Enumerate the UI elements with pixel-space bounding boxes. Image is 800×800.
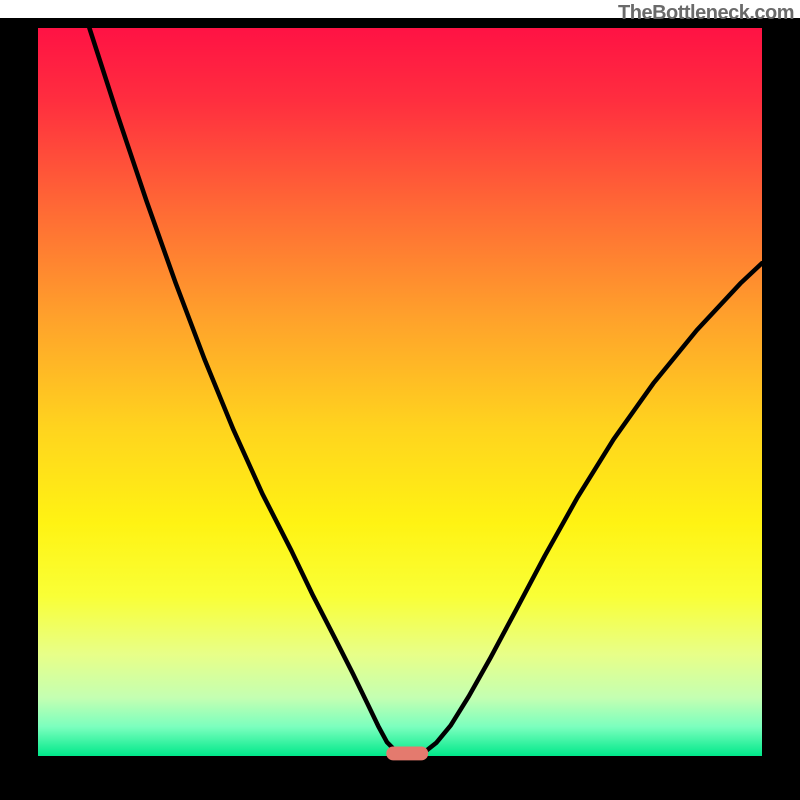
chart-container: TheBottleneck.com (0, 0, 800, 800)
plot-background (38, 28, 762, 756)
bottleneck-chart (0, 0, 800, 800)
attribution-text: TheBottleneck.com (618, 2, 794, 25)
optimum-marker (386, 747, 428, 761)
